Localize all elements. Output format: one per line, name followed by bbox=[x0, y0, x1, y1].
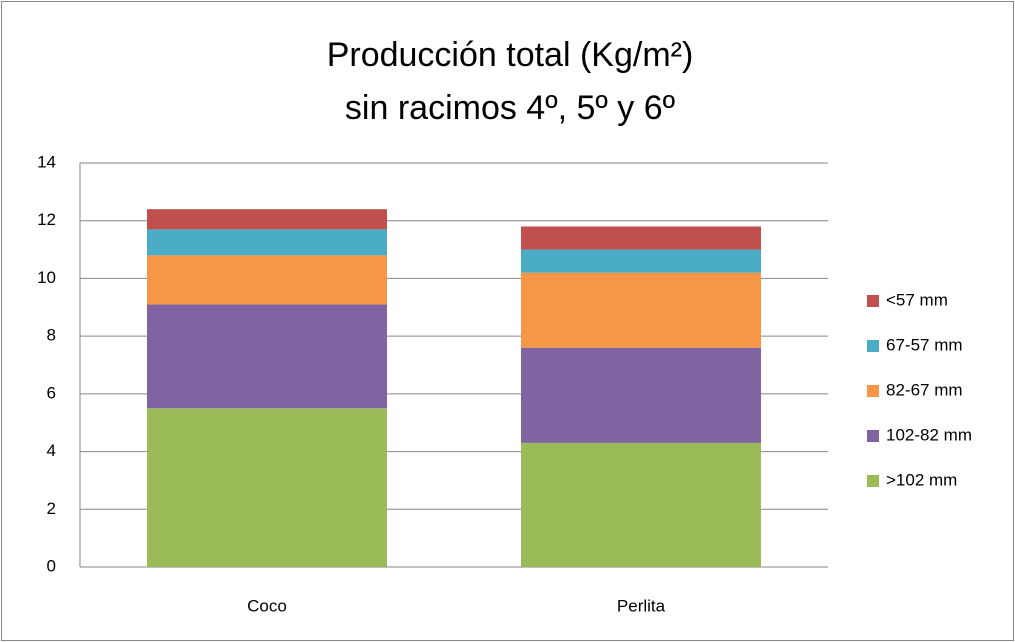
y-tick-label: 10 bbox=[37, 268, 56, 287]
chart-title: Producción total (Kg/m²) bbox=[327, 36, 694, 74]
bar-segment bbox=[147, 255, 387, 305]
bar-segment bbox=[521, 249, 761, 273]
legend-label: <57 mm bbox=[886, 290, 948, 309]
legend-label: 82-67 mm bbox=[886, 380, 963, 399]
bar-segment bbox=[147, 408, 387, 567]
legend-label: >102 mm bbox=[886, 470, 957, 489]
legend-swatch bbox=[867, 295, 879, 307]
bar-segment bbox=[147, 229, 387, 256]
x-tick-label: Coco bbox=[247, 596, 287, 615]
chart-subtitle: sin racimos 4º, 5º y 6º bbox=[345, 89, 675, 127]
legend-swatch bbox=[867, 475, 879, 487]
bar-segment bbox=[147, 209, 387, 230]
x-tick-label: Perlita bbox=[617, 596, 666, 615]
legend-label: 67-57 mm bbox=[886, 335, 963, 354]
y-tick-label: 8 bbox=[47, 326, 56, 345]
bar-segment bbox=[147, 304, 387, 409]
bar-segment bbox=[521, 272, 761, 348]
y-tick-label: 2 bbox=[47, 499, 56, 518]
y-tick-label: 4 bbox=[47, 441, 56, 460]
y-tick-label: 0 bbox=[47, 556, 56, 575]
bar-segment bbox=[521, 347, 761, 443]
y-tick-label: 12 bbox=[37, 210, 56, 229]
y-tick-label: 6 bbox=[47, 383, 56, 402]
bar-segment bbox=[521, 442, 761, 567]
legend-swatch bbox=[867, 385, 879, 397]
bar-segment bbox=[521, 226, 761, 250]
legend-swatch bbox=[867, 340, 879, 352]
legend-swatch bbox=[867, 430, 879, 442]
legend-label: 102-82 mm bbox=[886, 425, 972, 444]
y-tick-label: 14 bbox=[37, 152, 56, 171]
